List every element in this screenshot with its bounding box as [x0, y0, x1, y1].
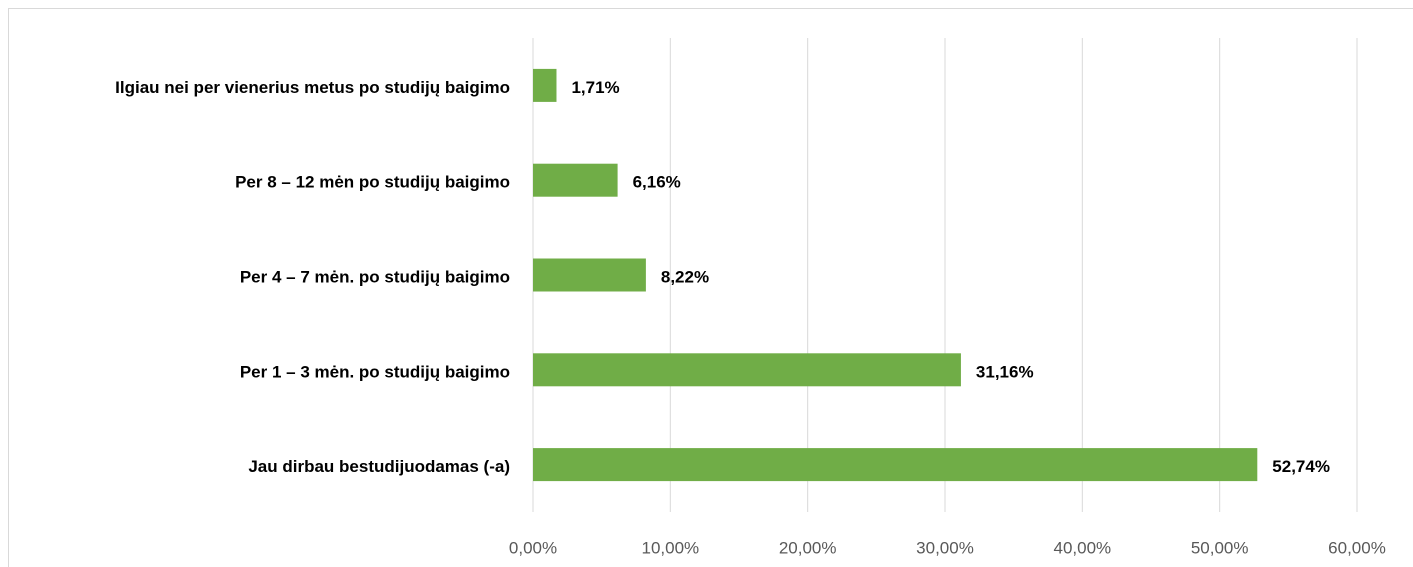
- chart-border: [8, 8, 1413, 567]
- y-tick-label: Jau dirbau bestudijuodamas (-a): [248, 457, 510, 476]
- y-tick-label: Per 8 – 12 mėn po studijų baigimo: [235, 173, 510, 192]
- x-tick-label: 0,00%: [509, 538, 557, 557]
- data-label: 6,16%: [633, 173, 681, 192]
- y-tick-label: Ilgiau nei per vienerius metus po studij…: [115, 78, 510, 97]
- y-tick-label: Per 1 – 3 mėn. po studijų baigimo: [240, 362, 510, 381]
- bar: [533, 353, 961, 387]
- x-tick-label: 50,00%: [1191, 538, 1249, 557]
- data-label: 8,22%: [661, 267, 709, 286]
- bar: [533, 258, 646, 292]
- x-tick-label: 30,00%: [916, 538, 974, 557]
- bar: [533, 448, 1258, 482]
- y-tick-label: Per 4 – 7 mėn. po studijų baigimo: [240, 267, 510, 286]
- x-tick-label: 20,00%: [779, 538, 837, 557]
- x-tick-label: 10,00%: [641, 538, 699, 557]
- x-tick-label: 40,00%: [1053, 538, 1111, 557]
- bar: [533, 68, 557, 102]
- data-label: 31,16%: [976, 362, 1034, 381]
- x-tick-label: 60,00%: [1328, 538, 1386, 557]
- bar: [533, 163, 618, 197]
- data-label: 1,71%: [571, 78, 619, 97]
- data-label: 52,74%: [1272, 457, 1330, 476]
